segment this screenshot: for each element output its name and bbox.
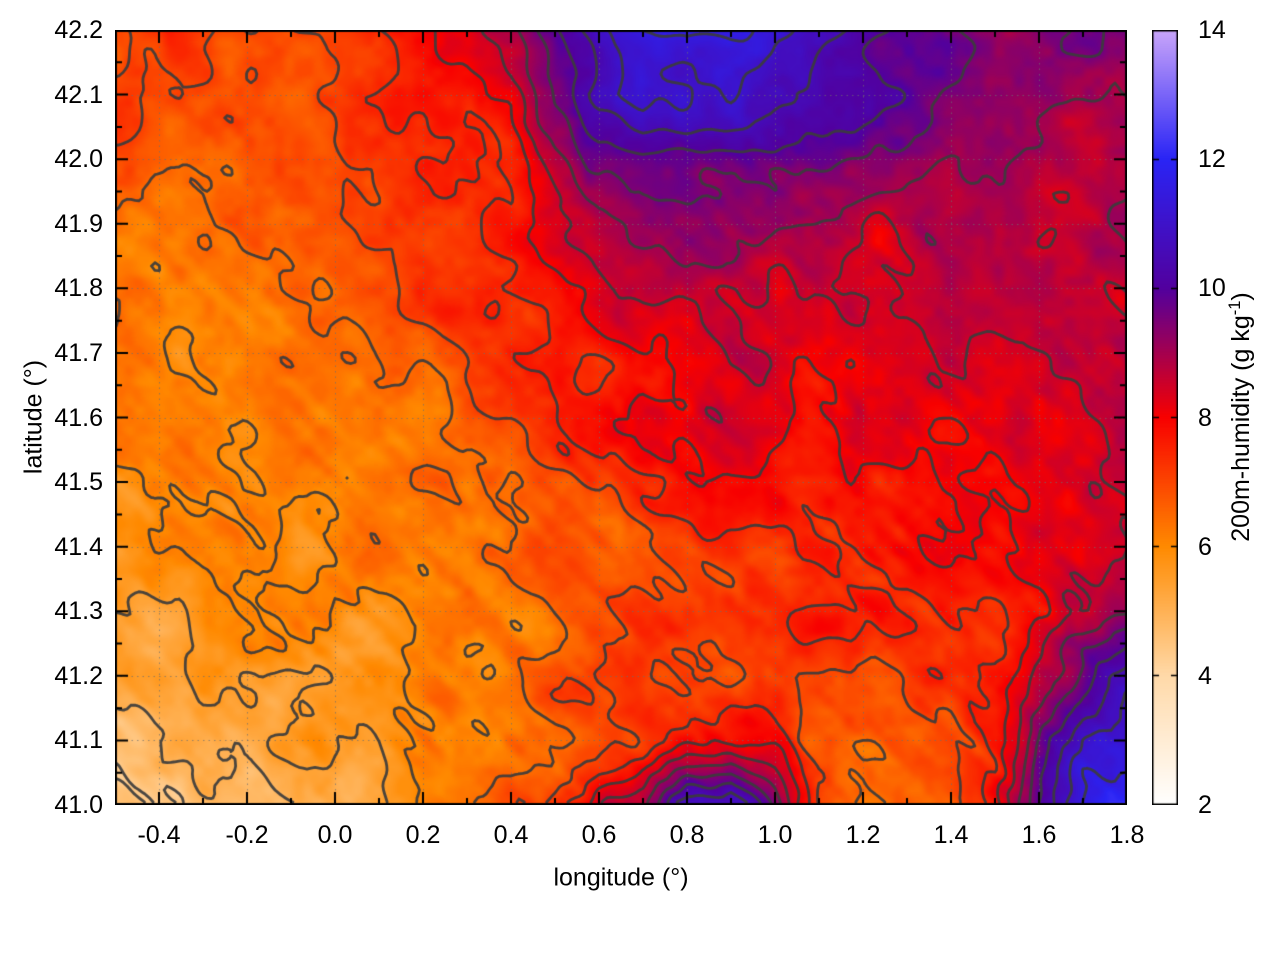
y-tick-label: 41.0 [54, 791, 103, 819]
y-tick-label: 41.8 [54, 274, 103, 303]
x-tick-label: 0.6 [581, 821, 617, 849]
colorbar-title-main: 200m-humidity (g kg [1227, 315, 1256, 542]
colorbar-canvas [1152, 30, 1178, 805]
x-tick-label: 0.4 [493, 821, 529, 849]
x-tick-label: 1.2 [845, 821, 881, 849]
colorbar-tick-label: 6 [1198, 532, 1212, 561]
x-tick-label: 0.2 [405, 821, 441, 849]
colorbar-tick-label: 8 [1198, 403, 1212, 432]
x-tick-label: -0.4 [137, 821, 181, 849]
x-axis-title: longitude (°) [553, 863, 689, 892]
x-tick-label: 1.0 [757, 821, 793, 849]
colorbar-title-close: ) [1227, 292, 1256, 301]
y-tick-label: 41.3 [54, 597, 103, 626]
colorbar-tick-label: 2 [1198, 791, 1212, 819]
y-tick-label: 42.0 [54, 145, 103, 174]
y-axis-title: latitude (°) [19, 359, 48, 475]
y-tick-label: 41.1 [54, 726, 103, 755]
x-tick-label: 0.8 [669, 821, 705, 849]
x-tick-label: -0.2 [225, 821, 269, 849]
y-tick-label: 41.6 [54, 403, 103, 432]
colorbar-tick-label: 10 [1198, 274, 1226, 303]
y-tick-label: 42.1 [54, 80, 103, 109]
colorbar-tick-label: 4 [1198, 661, 1212, 690]
x-tick-label: 0.0 [317, 821, 353, 849]
x-tick-label: 1.6 [1021, 821, 1057, 849]
y-tick-label: 42.2 [54, 16, 103, 44]
colorbar-title: 200m-humidity (g kg-1) [1226, 292, 1256, 541]
y-tick-label: 41.4 [54, 532, 103, 561]
y-tick-label: 41.2 [54, 661, 103, 690]
x-tick-label: 1.8 [1109, 821, 1145, 849]
colorbar-title-superscript: -1 [1225, 300, 1244, 316]
y-tick-label: 41.5 [54, 468, 103, 497]
heatmap-plot-canvas [115, 30, 1127, 805]
y-tick-label: 41.7 [54, 338, 103, 367]
colorbar-tick-label: 14 [1198, 16, 1226, 44]
y-tick-label: 41.9 [54, 209, 103, 238]
x-tick-label: 1.4 [933, 821, 969, 849]
colorbar-tick-label: 12 [1198, 145, 1226, 174]
